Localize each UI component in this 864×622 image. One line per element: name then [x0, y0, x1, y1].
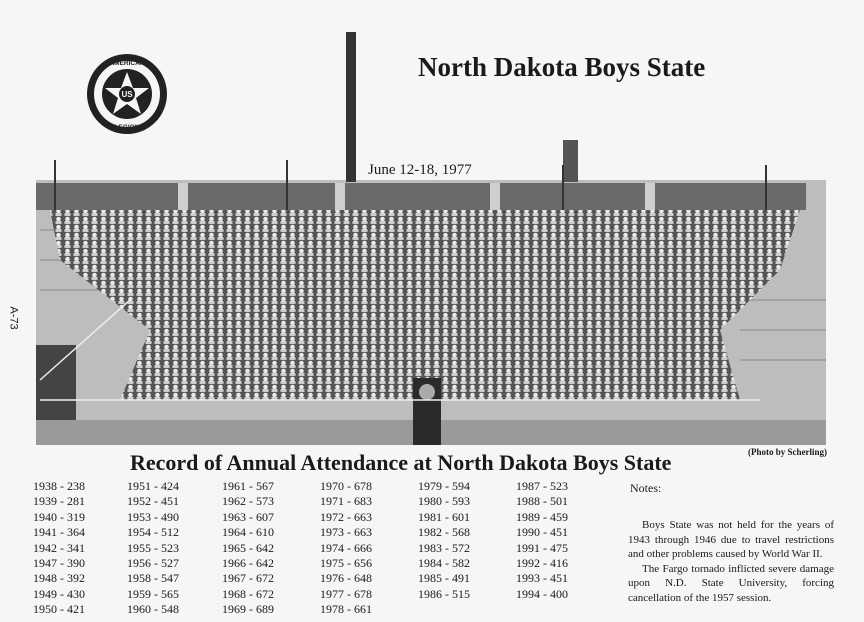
- attendance-entry: 1966 - 642: [222, 556, 274, 571]
- note-paragraph: Boys State was not held for the years of…: [628, 519, 834, 561]
- attendance-entry: 1983 - 572: [418, 540, 470, 555]
- notes: Boys State was not held for the years of…: [628, 518, 834, 606]
- attendance-entry: 1948 - 392: [33, 571, 85, 586]
- attendance-entry: 1985 - 491: [418, 571, 470, 586]
- emblem: US AMERICAN LEGION: [87, 54, 167, 134]
- attendance-entry: 1947 - 390: [33, 556, 85, 571]
- attendance-entry: 1950 - 421: [33, 602, 85, 617]
- attendance-entry: 1984 - 582: [418, 556, 470, 571]
- title: North Dakota Boys State: [418, 52, 706, 82]
- attendance-entry: 1990 - 451: [516, 525, 568, 540]
- emblem-text: US: [121, 90, 133, 99]
- attendance-entry: 1964 - 610: [222, 525, 274, 540]
- attendance-entry: 1952 - 451: [127, 494, 179, 509]
- attendance-entry: 1973 - 663: [320, 525, 372, 540]
- attendance-column: 1961 - 567 1962 - 573 1963 - 607 1964 - 610…: [222, 479, 274, 618]
- attendance-entry: 1976 - 648: [320, 571, 372, 586]
- attendance-entry: 1955 - 523: [127, 540, 179, 555]
- notes-heading: Notes:: [630, 481, 662, 495]
- attendance-entry: 1988 - 501: [516, 494, 568, 509]
- attendance-entry: 1970 - 678: [320, 479, 372, 493]
- attendance-column: 1951 - 424 1952 - 451 1953 - 490 1954 - 512…: [127, 479, 179, 618]
- attendance-entry: 1958 - 547: [127, 571, 179, 586]
- attendance-entry: 1949 - 430: [33, 586, 85, 601]
- attendance-entry: 1954 - 512: [127, 525, 179, 540]
- photo-date: June 12-18, 1977: [368, 162, 472, 178]
- attendance-entry: 1980 - 593: [418, 494, 470, 509]
- attendance-entry: 1982 - 568: [418, 525, 470, 540]
- photo-credit: (Photo by Scherling): [748, 447, 828, 457]
- attendance-entry: 1975 - 656: [320, 556, 372, 571]
- attendance-entry: 1967 - 672: [222, 571, 274, 586]
- attendance-entry: 1959 - 565: [127, 586, 179, 601]
- attendance-entry: 1981 - 601: [418, 509, 470, 524]
- attendance-entry: 1974 - 666: [320, 540, 372, 555]
- attendance-entry: 1992 - 416: [516, 556, 568, 571]
- page-label: A-73: [7, 306, 20, 330]
- note-paragraph: The Fargo tornado inflicted severe damag…: [628, 562, 834, 604]
- attendance-entry: 1961 - 567: [222, 479, 274, 493]
- attendance-entry: 1987 - 523: [516, 479, 568, 493]
- attendance-column: 1938 - 238 1939 - 281 1940 - 319 1941 - 364…: [33, 479, 85, 618]
- attendance-entry: 1963 - 607: [222, 509, 274, 524]
- attendance-entry: 1962 - 573: [222, 494, 274, 509]
- attendance-entry: 1979 - 594: [418, 479, 470, 493]
- attendance-entry: 1938 - 238: [33, 479, 85, 493]
- attendance-entry: 1978 - 661: [320, 602, 372, 617]
- attendance-entry: 1993 - 451: [516, 571, 568, 586]
- attendance-entry: 1953 - 490: [127, 509, 179, 524]
- attendance-entry: 1942 - 341: [33, 540, 85, 555]
- attendance-entry: 1951 - 424: [127, 479, 179, 493]
- photo: US AMERICAN LEGION: [36, 32, 826, 445]
- attendance-entry: 1986 - 515: [418, 586, 470, 601]
- attendance-entry: 1969 - 689: [222, 602, 274, 617]
- attendance-entry: 1939 - 281: [33, 494, 85, 509]
- attendance-entry: 1940 - 319: [33, 509, 85, 524]
- attendance-entry: 1941 - 364: [33, 525, 85, 540]
- emblem-text: LEGION: [115, 124, 140, 131]
- attendance-column: 1987 - 523 1988 - 501 1989 - 459 1990 - 451…: [516, 479, 568, 602]
- record-title: Record of Annual Attendance at North Dak…: [130, 450, 672, 475]
- attendance-entry: 1968 - 672: [222, 586, 274, 601]
- attendance-entry: 1989 - 459: [516, 509, 568, 524]
- attendance-entry: 1977 - 678: [320, 586, 372, 601]
- attendance-column: 1970 - 678 1971 - 683 1972 - 663 1973 - 663…: [320, 479, 372, 618]
- attendance-entry: 1965 - 642: [222, 540, 274, 555]
- attendance-entry: 1971 - 683: [320, 494, 372, 509]
- attendance-entry: 1960 - 548: [127, 602, 179, 617]
- emblem-text: AMERICAN: [109, 60, 144, 67]
- attendance-entry: 1994 - 400: [516, 586, 568, 601]
- attendance-entry: 1972 - 663: [320, 509, 372, 524]
- attendance-entry: 1991 - 475: [516, 540, 568, 555]
- attendance-entry: 1956 - 527: [127, 556, 179, 571]
- attendance-column: 1979 - 594 1980 - 593 1981 - 601 1982 - 568…: [418, 479, 470, 602]
